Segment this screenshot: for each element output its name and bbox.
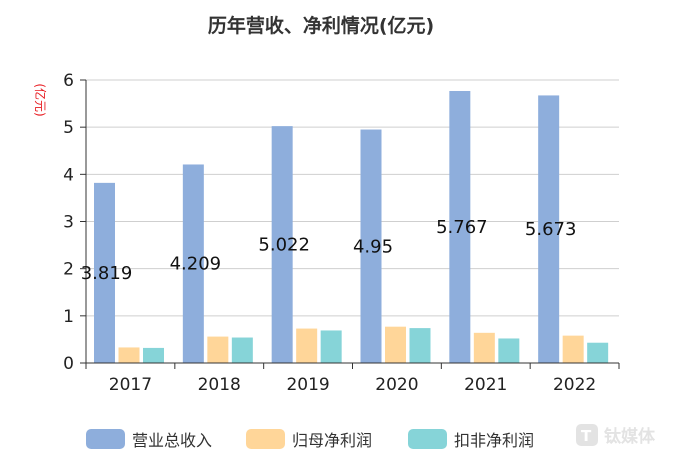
bar-2018-series-0[interactable]: [182, 164, 204, 363]
legend-swatch: [246, 429, 285, 449]
data-labels: 3.819 4.209 5.022 4.95 5.767 5.673: [81, 217, 577, 284]
bar-2022-series-2[interactable]: [587, 342, 609, 363]
data-label: 5.767: [436, 217, 488, 238]
data-label: 4.95: [353, 236, 393, 257]
gridlines: [86, 79, 619, 317]
bar-2021-series-0[interactable]: [449, 90, 471, 363]
legend-label: 归母净利润: [292, 431, 372, 450]
watermark-text: 钛媒体: [604, 426, 656, 447]
legend-item[interactable]: 营业总收入: [86, 429, 212, 450]
bar-2021-series-2[interactable]: [498, 338, 520, 363]
bar-2019-series-1[interactable]: [296, 328, 318, 363]
data-label: 3.819: [81, 263, 133, 284]
bar-2020-series-0[interactable]: [360, 129, 382, 363]
y-tick-label: 3: [63, 213, 74, 233]
bar-2018-series-2[interactable]: [231, 337, 253, 363]
chart-title: 历年营收、净利情况(亿元): [208, 14, 434, 37]
bar-2019-series-0[interactable]: [271, 126, 293, 363]
bar-2017-series-1[interactable]: [118, 347, 140, 363]
data-label: 5.673: [525, 219, 577, 240]
x-tick-label: 2019: [286, 375, 329, 395]
bar-2020-series-1[interactable]: [385, 326, 406, 363]
x-tick-label: 2021: [464, 375, 507, 395]
watermark: T 钛媒体: [576, 424, 656, 447]
svg-text:T: T: [581, 427, 592, 445]
x-tick-label: 2017: [109, 375, 152, 395]
x-tick-label: 2018: [198, 375, 241, 395]
y-tick-label: 0: [63, 354, 74, 374]
legend-label: 扣非净利润: [454, 431, 534, 450]
x-tick-label: 2020: [375, 375, 418, 395]
axes: 0 1 2 3 4 5 6 2017 2018 2019 2020 2021 2022: [63, 71, 620, 395]
bar-2021-series-1[interactable]: [473, 332, 495, 363]
y-tick-label: 4: [63, 165, 74, 185]
legend-item[interactable]: 扣非净利润: [408, 429, 534, 450]
legend-swatch: [408, 429, 447, 449]
legend-item[interactable]: 归母净利润: [246, 429, 372, 450]
legend[interactable]: 营业总收入 归母净利润 扣非净利润: [86, 429, 534, 450]
legend-label: 营业总收入: [132, 431, 212, 450]
bar-2017-series-0[interactable]: [94, 182, 115, 363]
y-tick-label: 2: [63, 260, 74, 280]
bar-2017-series-2[interactable]: [143, 347, 164, 363]
bar-2018-series-1[interactable]: [207, 336, 229, 363]
bar-2022-series-1[interactable]: [562, 335, 584, 363]
bar-2020-series-2[interactable]: [409, 328, 431, 363]
y-axis-label: (亿元): [33, 83, 48, 116]
legend-swatch: [86, 429, 125, 449]
y-tick-label: 6: [63, 71, 74, 91]
bars: [94, 90, 609, 364]
x-tick-label: 2022: [553, 375, 596, 395]
bar-2022-series-0[interactable]: [538, 95, 560, 364]
data-label: 4.209: [170, 254, 222, 275]
y-tick-label: 1: [63, 307, 74, 327]
tmtpost-logo-icon: [576, 424, 598, 446]
bar-2019-series-2[interactable]: [320, 330, 342, 363]
data-label: 5.022: [258, 235, 310, 256]
y-tick-label: 5: [63, 118, 74, 138]
